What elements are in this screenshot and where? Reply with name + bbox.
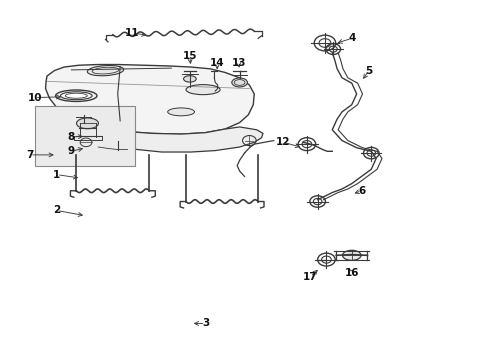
FancyBboxPatch shape [35, 107, 135, 166]
Text: 16: 16 [344, 268, 358, 278]
Ellipse shape [167, 108, 194, 116]
Text: 8: 8 [68, 132, 75, 142]
Text: 12: 12 [276, 138, 290, 147]
Ellipse shape [183, 76, 196, 82]
Text: 9: 9 [68, 146, 75, 156]
Ellipse shape [56, 90, 97, 102]
Text: 7: 7 [26, 150, 34, 160]
Text: 14: 14 [209, 58, 224, 68]
Text: 6: 6 [357, 186, 365, 196]
Text: 2: 2 [53, 206, 61, 216]
Ellipse shape [342, 250, 360, 260]
Text: 10: 10 [27, 93, 42, 103]
Ellipse shape [61, 92, 92, 100]
Text: 1: 1 [53, 170, 61, 180]
Text: 11: 11 [125, 28, 139, 38]
Ellipse shape [185, 85, 220, 95]
Polygon shape [49, 108, 263, 152]
Ellipse shape [65, 93, 87, 98]
Ellipse shape [87, 66, 123, 76]
Ellipse shape [231, 78, 247, 87]
Polygon shape [45, 64, 254, 134]
Text: 4: 4 [347, 33, 355, 43]
Text: 17: 17 [303, 272, 317, 282]
Text: 15: 15 [182, 51, 197, 61]
Text: 13: 13 [231, 58, 245, 68]
Text: 3: 3 [202, 319, 209, 328]
Text: 5: 5 [365, 66, 372, 76]
Ellipse shape [76, 118, 98, 129]
